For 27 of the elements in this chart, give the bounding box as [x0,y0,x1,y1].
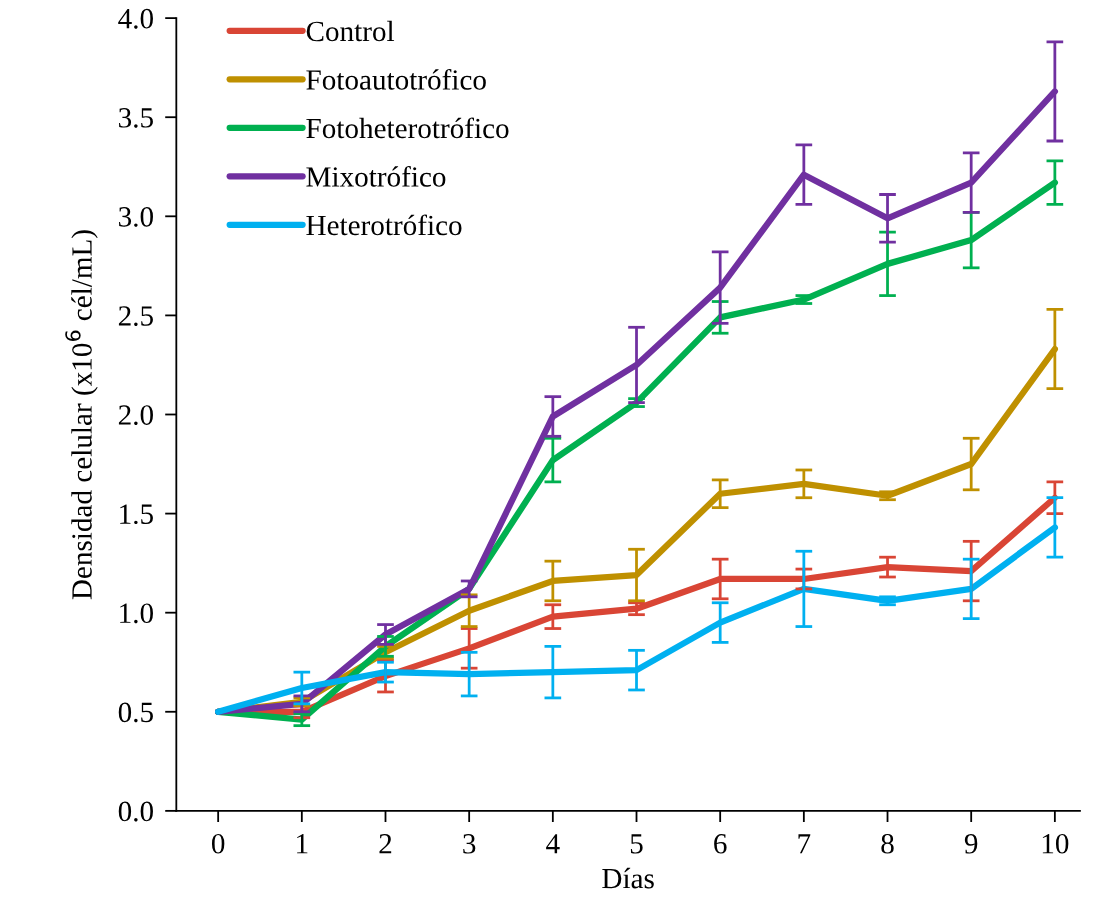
x-tick-label: 10 [1042,833,1069,854]
y-tick-label: 4.0 [118,8,153,29]
y-tick-label: 3.5 [119,108,153,128]
legend-label: Control [306,20,395,42]
x-tick-label: 9 [964,834,978,854]
y-tick-label: 1.5 [120,504,153,525]
legend-label: Mixotrófico [306,165,446,187]
y-axis-title: Densidad celular (x10$^{6}$ cél/mL) [65,230,98,600]
x-tick-label: 0 [211,833,225,854]
x-tick-label: 3 [463,834,476,854]
y-tick-label: 1.0 [120,603,153,624]
x-tick-label: 4 [546,834,560,854]
x-tick-label: 7 [798,834,811,854]
x-tick-label: 1 [297,834,308,854]
x-tick-label: 2 [379,834,392,854]
y-tick-label: 0.0 [118,801,153,822]
x-tick-label: 8 [881,833,894,854]
x-tick-label: 5 [630,834,643,854]
x-tick-label: 6 [714,834,727,854]
legend-label: Fotoheterotrófico [306,117,509,139]
legend-label: Fotoautotrófico [306,68,486,90]
legend-label: Heterotrófico [306,214,462,236]
y-tick-label: 2.5 [118,306,153,326]
x-axis-title: Días [602,867,654,889]
y-tick-label: 3.0 [119,207,153,227]
y-tick-label: 2.0 [118,405,153,426]
y-tick-label: 0.5 [118,702,153,723]
